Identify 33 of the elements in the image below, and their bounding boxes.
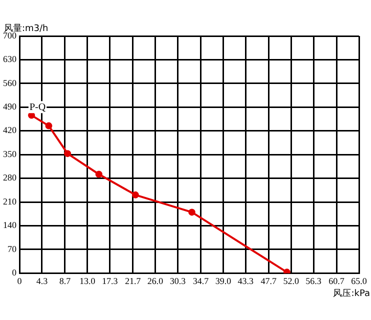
y-tick-label: 140	[3, 220, 17, 230]
y-tick-label: 350	[3, 148, 17, 159]
x-tick-label: 65.0	[351, 276, 368, 286]
point	[132, 191, 139, 198]
y-tick-label: 210	[3, 196, 17, 206]
y-tick-label: 420	[3, 125, 17, 136]
x-tick-label: 47.7	[260, 276, 278, 286]
point	[188, 208, 196, 216]
x-tick-label: 4.3	[36, 276, 48, 286]
x-tick-label: 39.0	[215, 276, 232, 286]
x-tick-label: 30.3	[170, 276, 186, 286]
y-tick-label: 280	[3, 172, 17, 183]
point	[45, 122, 52, 130]
x-tick-label: 43.3	[238, 276, 254, 286]
x-tick-label: 26.0	[147, 276, 164, 286]
x-tick-label: 52.0	[283, 276, 300, 286]
x-tick-label: 60.7	[328, 276, 345, 286]
annotation: P-Q	[30, 102, 46, 113]
y-tick-label: 490	[3, 102, 17, 112]
point	[95, 170, 102, 178]
y-tick-label: 70	[8, 244, 17, 254]
x-tick-label: 8.7	[59, 276, 72, 286]
x-tick-label: 21.7	[124, 276, 142, 286]
x-tick-label: 13.0	[80, 276, 96, 286]
point	[64, 150, 72, 158]
y-axis-title: 风量:m3/h	[4, 22, 48, 34]
y-tick-label: 630	[3, 54, 17, 64]
x-tick-label: 34.7	[192, 276, 210, 286]
y-tick-label: 0	[12, 268, 17, 278]
y-tick-label: 560	[3, 78, 17, 88]
x-tick-label: 17.3	[102, 276, 118, 286]
x-axis-title: 风压:kPa	[333, 288, 370, 300]
x-tick-label: 56.3	[306, 276, 322, 286]
